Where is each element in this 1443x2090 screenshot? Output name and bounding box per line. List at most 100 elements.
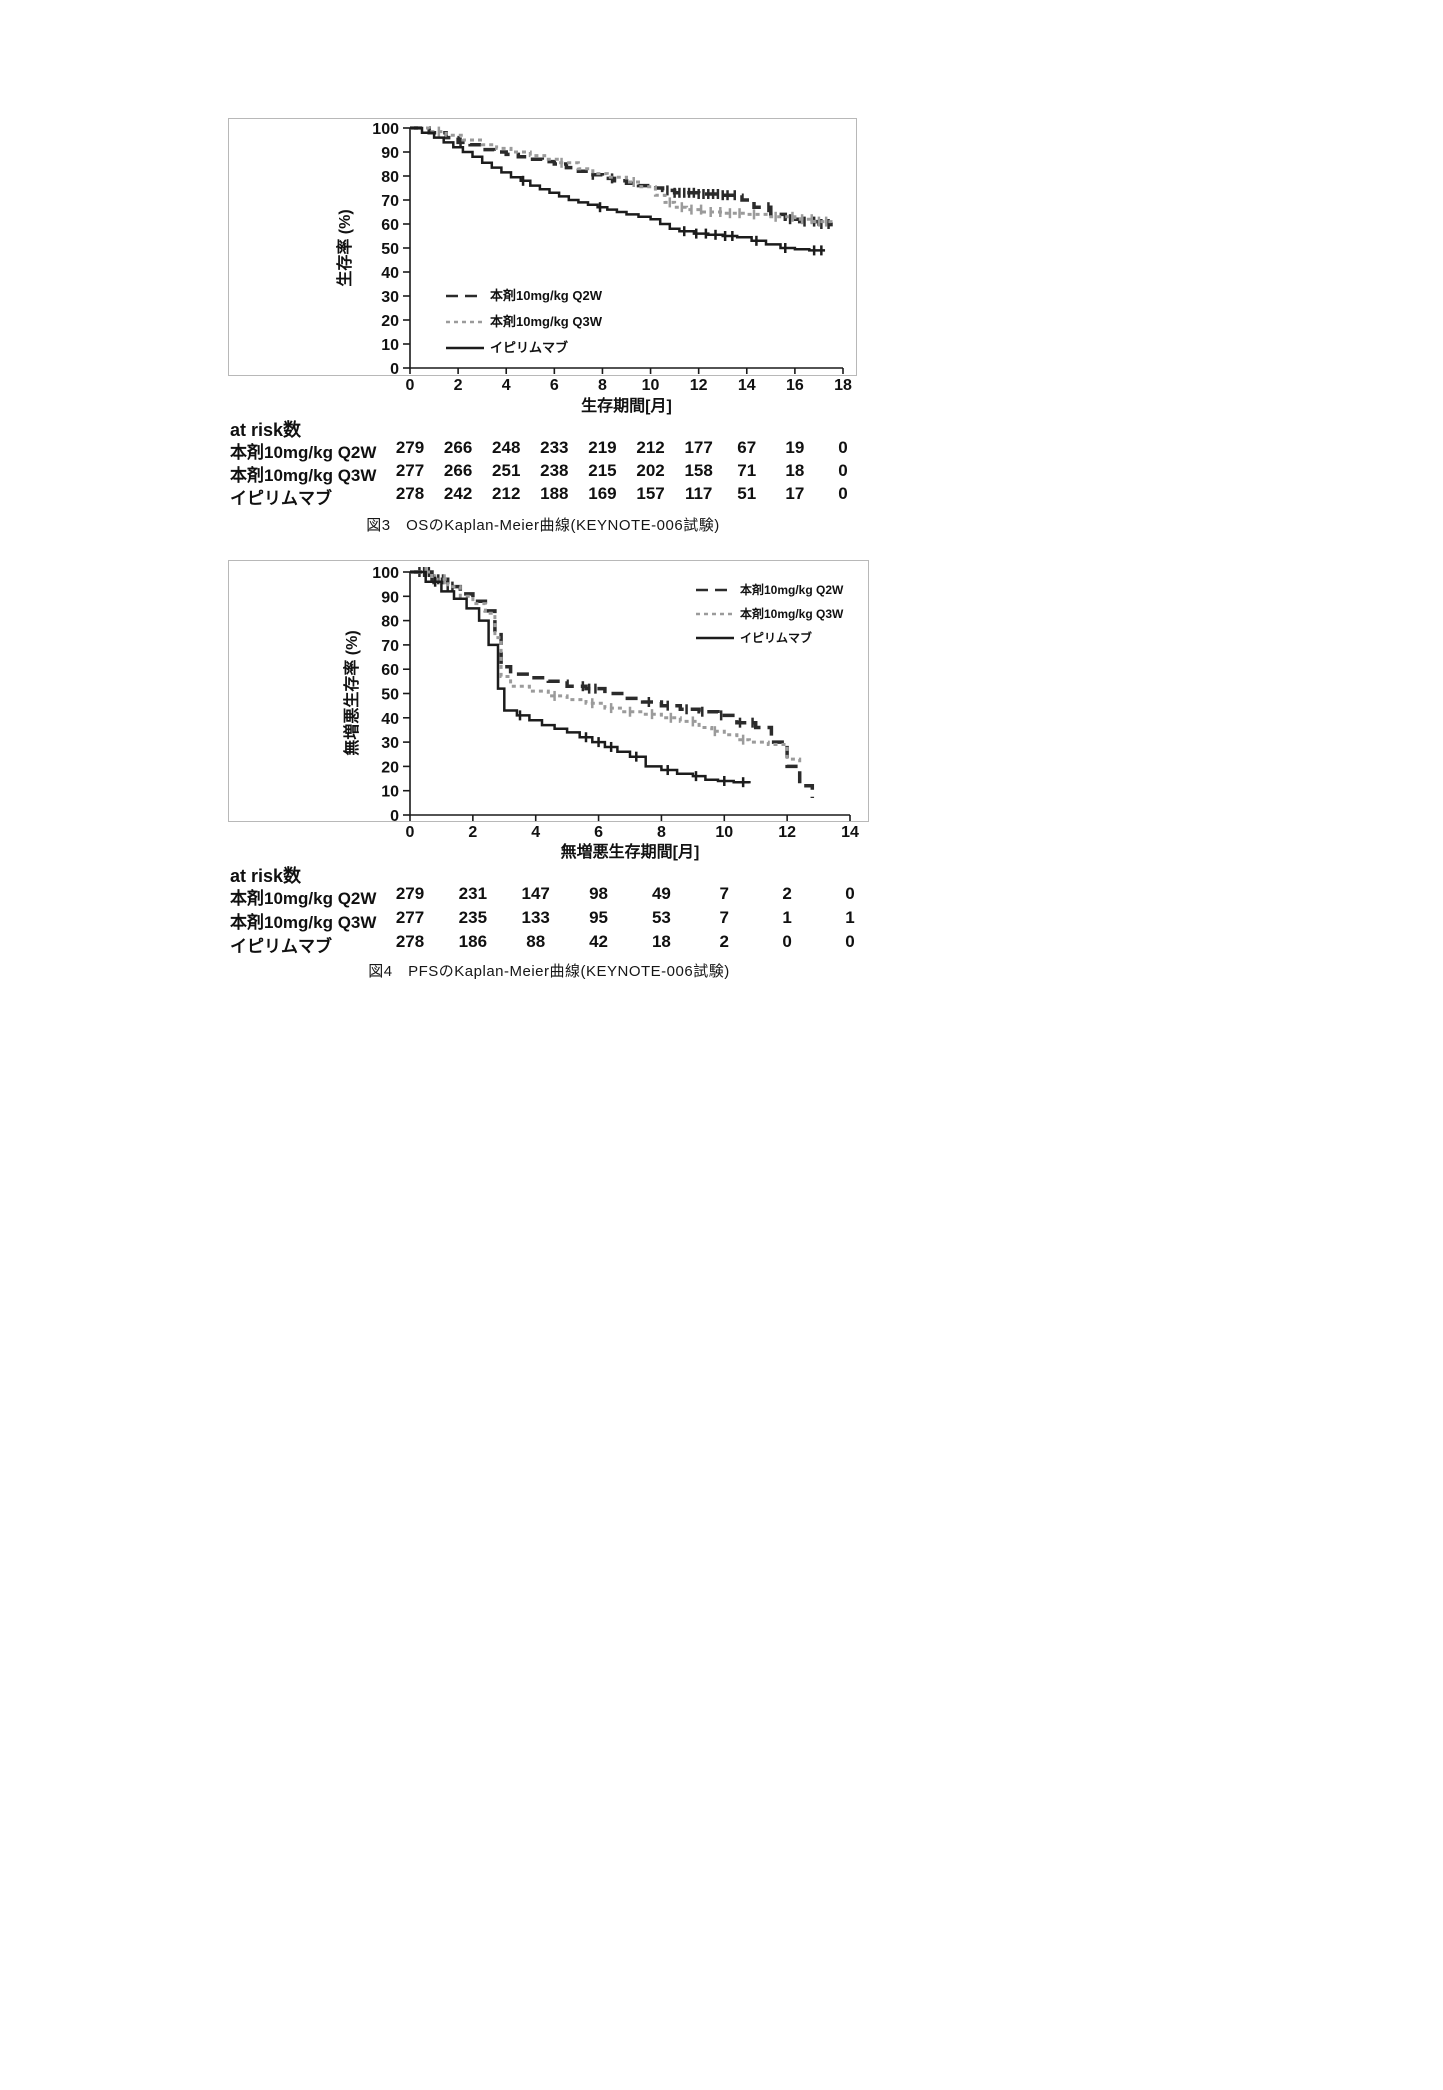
- at-risk-row-name: イピリムマブ: [230, 937, 332, 956]
- at-risk-count: 158: [684, 461, 713, 480]
- y-axis-label: 無増悪生存率 (%): [342, 630, 361, 755]
- y-tick-label: 30: [381, 289, 399, 306]
- at-risk-count: 18: [651, 932, 671, 951]
- scan-border: [228, 560, 869, 822]
- at-risk-row-name: 本剤10mg/kg Q3W: [230, 466, 377, 485]
- x-tick-label: 2: [468, 824, 477, 841]
- at-risk-count: 1: [782, 908, 792, 927]
- legend-label: 本剤10mg/kg Q2W: [490, 288, 603, 303]
- x-tick-label: 0: [406, 824, 415, 841]
- at-risk-count: 88: [526, 932, 546, 951]
- pfs-figure-caption: 図4 PFSのKaplan-Meier曲線(KEYNOTE-006試験): [368, 963, 730, 980]
- y-tick-label: 20: [381, 759, 399, 776]
- x-axis-label: 生存期間[月]: [581, 396, 672, 415]
- at-risk-count: 51: [737, 484, 757, 503]
- at-risk-count: 0: [782, 932, 792, 951]
- at-risk-count: 2: [782, 884, 792, 903]
- at-risk-count: 67: [737, 438, 757, 457]
- at-risk-table: at risk数 本剤10mg/kg Q2W 279 231 147 98 49 7 2 0 本剤1…: [228, 560, 870, 992]
- at-risk-count: 18: [785, 461, 805, 480]
- at-risk-count: 0: [845, 884, 855, 903]
- x-tick-label: 8: [598, 377, 607, 394]
- at-risk-count: 0: [845, 932, 855, 951]
- x-tick-label: 14: [738, 377, 756, 394]
- x-tick-label: 18: [834, 377, 852, 394]
- x-tick-label: 10: [715, 824, 733, 841]
- at-risk-count: 0: [838, 484, 848, 503]
- y-tick-label: 80: [381, 614, 399, 631]
- at-risk-count: 71: [737, 461, 757, 480]
- x-tick-label: 4: [531, 824, 540, 841]
- at-risk-count: 95: [589, 908, 609, 927]
- os-km-figure: 0 10 20 30 40 50 60 70 80 90 100 0 2 4 6 8 10 12 14 16 18 生存期…: [228, 118, 858, 550]
- at-risk-count: 17: [785, 484, 805, 503]
- y-tick-label: 10: [381, 337, 399, 354]
- at-risk-count: 133: [521, 908, 550, 927]
- at-risk-count: 238: [540, 461, 569, 480]
- at-risk-count: 219: [588, 438, 617, 457]
- at-risk-count: 277: [395, 908, 425, 927]
- y-tick-label: 30: [381, 735, 399, 752]
- legend-label: 本剤10mg/kg Q3W: [740, 606, 844, 621]
- y-tick-label: 60: [381, 217, 399, 234]
- y-tick-label: 70: [381, 638, 399, 655]
- at-risk-count: 147: [521, 884, 550, 903]
- at-risk-count: 248: [492, 438, 521, 457]
- legend-label: 本剤10mg/kg Q2W: [740, 582, 844, 597]
- km-curve-2: [410, 126, 826, 252]
- y-tick-label: 40: [381, 711, 399, 728]
- y-tick-label: 20: [381, 313, 399, 330]
- at-risk-count: 177: [684, 438, 713, 457]
- at-risk-row-name: イピリムマブ: [230, 489, 332, 508]
- at-risk-count: 242: [443, 484, 473, 503]
- at-risk-count: 215: [588, 461, 617, 480]
- at-risk-count: 279: [395, 884, 425, 903]
- at-risk-count: 157: [636, 484, 665, 503]
- at-risk-count: 0: [838, 438, 848, 457]
- y-tick-label: 70: [381, 193, 399, 210]
- at-risk-count: 1: [845, 908, 855, 927]
- y-tick-label: 40: [381, 265, 399, 282]
- at-risk-count: 233: [540, 438, 569, 457]
- pfs-km-figure: 0 10 20 30 40 50 60 70 80 90 100 0 2 4 6 8 10 12 14 無増悪生存期間…: [228, 560, 870, 992]
- at-risk-count: 266: [443, 438, 473, 457]
- at-risk-row-name: 本剤10mg/kg Q3W: [230, 913, 377, 932]
- at-risk-count: 0: [838, 461, 848, 480]
- at-risk-header: at risk数: [230, 866, 302, 886]
- at-risk-count: 186: [458, 932, 488, 951]
- y-tick-label: 10: [381, 784, 399, 801]
- at-risk-header: at risk数: [230, 420, 302, 440]
- x-tick-label: 0: [406, 377, 415, 394]
- at-risk-count: 169: [588, 484, 617, 503]
- at-risk-row-name: 本剤10mg/kg Q2W: [230, 443, 377, 462]
- at-risk-count: 202: [636, 461, 665, 480]
- at-risk-table: at risk数 本剤10mg/kg Q2W 279 266 248 233 219 212 1…: [228, 118, 858, 550]
- at-risk-count: 231: [458, 884, 488, 903]
- y-tick-label: 0: [390, 808, 399, 825]
- y-tick-label: 0: [390, 361, 399, 378]
- y-tick-label: 50: [381, 687, 399, 704]
- at-risk-count: 278: [395, 932, 425, 951]
- x-axis-label: 無増悪生存期間[月]: [561, 842, 700, 861]
- at-risk-count: 277: [395, 461, 425, 480]
- at-risk-count: 42: [589, 932, 609, 951]
- at-risk-count: 251: [492, 461, 521, 480]
- x-tick-label: 8: [657, 824, 666, 841]
- x-tick-label: 14: [841, 824, 859, 841]
- x-tick-label: 12: [778, 824, 796, 841]
- os-figure-caption: 図3 OSのKaplan-Meier曲線(KEYNOTE-006試験): [366, 517, 720, 534]
- at-risk-count: 279: [395, 438, 425, 457]
- km-curve-1: [410, 570, 802, 764]
- y-tick-label: 100: [372, 121, 399, 138]
- at-risk-count: 7: [719, 884, 730, 903]
- x-tick-label: 2: [454, 377, 463, 394]
- legend-label: イピリムマブ: [490, 340, 568, 355]
- x-tick-label: 6: [594, 824, 603, 841]
- scan-border: [228, 118, 857, 376]
- y-axis-label: 生存率 (%): [335, 209, 354, 286]
- x-tick-label: 6: [550, 377, 559, 394]
- at-risk-count: 2: [719, 932, 730, 951]
- y-tick-label: 100: [372, 565, 399, 582]
- at-risk-row-name: 本剤10mg/kg Q2W: [230, 889, 377, 908]
- km-curve-2: [410, 570, 751, 784]
